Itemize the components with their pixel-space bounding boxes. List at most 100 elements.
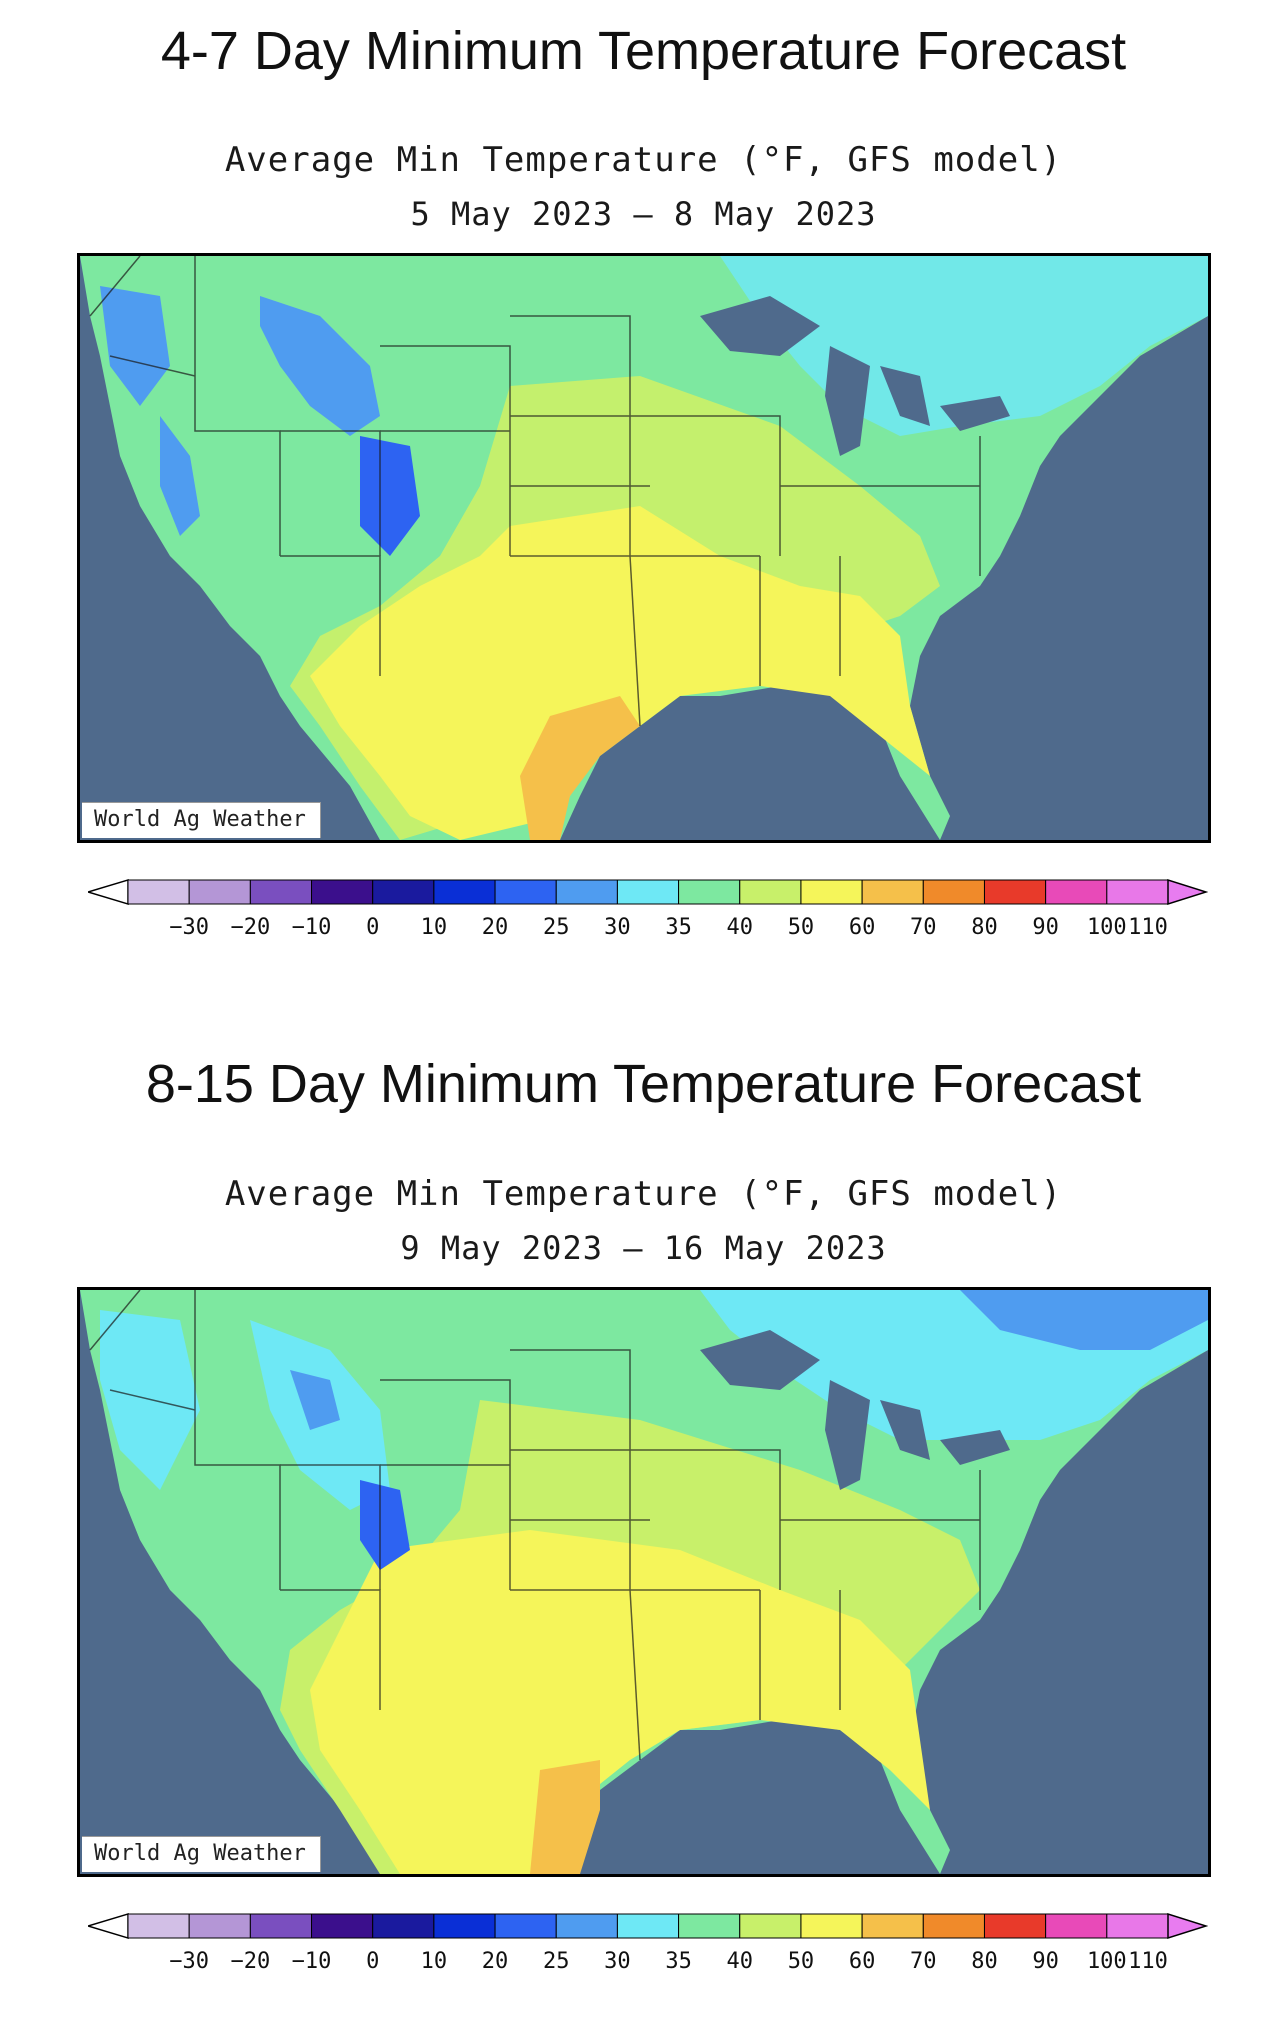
legend-tick-label: −10 xyxy=(292,915,332,940)
legend-tick-label: 0 xyxy=(366,1949,379,1974)
state-boundaries xyxy=(89,256,981,727)
legend-tick-label: 60 xyxy=(849,1949,876,1974)
legend-high-arrow xyxy=(1167,878,1208,906)
legend-swatch xyxy=(678,1913,741,1939)
panel2-map: World Ag Weather xyxy=(77,1287,1211,1877)
legend-tick-label: 30 xyxy=(604,915,631,940)
legend-swatch xyxy=(800,879,863,905)
panel2-date-range: 9 May 2023 – 16 May 2023 xyxy=(400,1229,887,1267)
legend-swatch xyxy=(861,879,924,905)
panel1-legend: −30 −20 −10 0 10 20 25 30 35 40 50 60 70 80 90 100 110 xyxy=(88,878,1208,940)
panel1-map-graphic xyxy=(80,256,1208,840)
panel2-legend: −30 −20 −10 0 10 20 25 30 35 40 50 60 70 80 90 100 110 xyxy=(88,1912,1208,1974)
legend-tick-label: −20 xyxy=(230,915,270,940)
legend-swatch xyxy=(739,879,802,905)
legend-tick-label: 100 xyxy=(1087,1949,1127,1974)
legend-swatch xyxy=(433,1913,496,1939)
legend-swatch xyxy=(249,879,313,905)
legend-tick-label: 40 xyxy=(727,915,754,940)
legend-tick-label: 50 xyxy=(788,915,815,940)
legend-swatch xyxy=(1106,879,1169,905)
legend-tick-label: 20 xyxy=(482,1949,509,1974)
legend-swatch xyxy=(433,879,496,905)
legend-tick-label: 110 xyxy=(1128,915,1168,940)
warm-band-70 xyxy=(310,506,930,840)
legend-swatch xyxy=(127,879,190,905)
great-lakes xyxy=(700,1330,1010,1490)
legend-swatch xyxy=(678,879,741,905)
legend-tick-label: 20 xyxy=(482,915,509,940)
legend-tick-label: −10 xyxy=(292,1949,332,1974)
legend-swatch xyxy=(983,1913,1047,1939)
legend-high-arrow xyxy=(1167,1912,1208,1940)
panel1-subtitle: Average Min Temperature (°F, GFS model) xyxy=(224,140,1063,180)
legend-swatch xyxy=(922,1913,985,1939)
legend-tick-label: 0 xyxy=(366,915,379,940)
rockies-cold-2 xyxy=(360,436,420,556)
panel1-watermark: World Ag Weather xyxy=(82,802,321,838)
legend-tick-label: 60 xyxy=(849,915,876,940)
panel2-title: 8-15 Day Minimum Temperature Forecast xyxy=(145,1054,1142,1114)
panel2-subtitle: Average Min Temperature (°F, GFS model) xyxy=(224,1174,1063,1214)
legend-swatch xyxy=(555,879,618,905)
legend-tick-label: −30 xyxy=(169,915,209,940)
legend-swatch xyxy=(616,1913,680,1939)
rockies-cold-2 xyxy=(360,1480,410,1570)
legend-swatch xyxy=(922,879,985,905)
legend-swatch xyxy=(188,1913,251,1939)
legend-swatch xyxy=(372,1913,435,1939)
legend-tick-label: 35 xyxy=(665,915,692,940)
legend-low-arrow xyxy=(88,1912,129,1940)
legend-swatch xyxy=(311,1913,374,1939)
legend-swatch xyxy=(127,1913,190,1939)
legend-swatch xyxy=(1106,1913,1169,1939)
panel1-title: 4-7 Day Minimum Temperature Forecast xyxy=(160,21,1127,81)
sierra-cold xyxy=(160,416,200,536)
legend-swatch xyxy=(188,879,251,905)
legend-swatch xyxy=(494,879,557,905)
panel2-watermark: World Ag Weather xyxy=(82,1836,321,1872)
warm-band-70 xyxy=(310,1530,930,1874)
panel1-map: World Ag Weather xyxy=(77,253,1211,843)
hot-spot-80 xyxy=(530,1760,600,1874)
great-lakes xyxy=(700,296,1010,456)
rockies-cold-1 xyxy=(260,296,380,436)
rockies-cold-3 xyxy=(290,1370,340,1430)
legend-swatch xyxy=(983,879,1047,905)
legend-swatch xyxy=(1045,1913,1108,1939)
legend-tick-label: 110 xyxy=(1128,1949,1168,1974)
legend-low-arrow xyxy=(88,878,129,906)
legend-tick-label: −20 xyxy=(230,1949,270,1974)
legend-tick-label: 35 xyxy=(665,1949,692,1974)
legend-swatch xyxy=(249,1913,313,1939)
hot-spot-80 xyxy=(520,696,640,840)
legend-swatch xyxy=(1045,879,1108,905)
legend-tick-label: 70 xyxy=(910,1949,937,1974)
panel2-map-graphic xyxy=(80,1290,1208,1874)
legend-swatch xyxy=(494,1913,557,1939)
legend-tick-label: 100 xyxy=(1087,915,1127,940)
legend-tick-label: 90 xyxy=(1032,915,1059,940)
legend-swatch xyxy=(739,1913,802,1939)
legend-swatch xyxy=(861,1913,924,1939)
legend-tick-label: 25 xyxy=(543,1949,570,1974)
legend-swatch xyxy=(555,1913,618,1939)
legend-tick-label: 50 xyxy=(788,1949,815,1974)
nw-cold xyxy=(100,286,170,406)
legend-tick-label: 80 xyxy=(971,1949,998,1974)
legend-tick-label: 10 xyxy=(421,1949,448,1974)
legend-tick-label: 30 xyxy=(604,1949,631,1974)
legend-swatch xyxy=(800,1913,863,1939)
legend-swatch xyxy=(616,879,680,905)
panel1-date-range: 5 May 2023 – 8 May 2023 xyxy=(410,195,877,233)
cold-canada-35 xyxy=(960,1290,1208,1350)
legend-tick-label: 40 xyxy=(727,1949,754,1974)
legend-swatch xyxy=(372,879,435,905)
legend-tick-label: 25 xyxy=(543,915,570,940)
legend-tick-label: 70 xyxy=(910,915,937,940)
legend-swatch xyxy=(311,879,374,905)
state-boundaries xyxy=(89,1290,981,1761)
legend-tick-label: −30 xyxy=(169,1949,209,1974)
legend-tick-label: 10 xyxy=(421,915,448,940)
legend-tick-label: 80 xyxy=(971,915,998,940)
